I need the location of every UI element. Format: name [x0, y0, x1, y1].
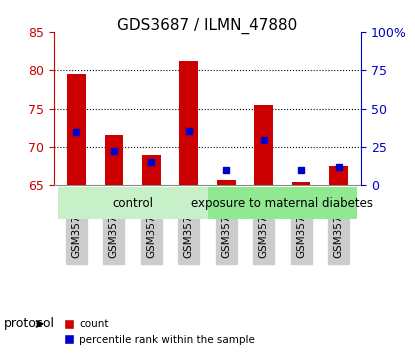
Bar [105, 136, 123, 185]
Bar [142, 155, 161, 185]
Bar [179, 61, 198, 185]
Text: exposure to maternal diabetes: exposure to maternal diabetes [191, 197, 374, 210]
Bar [217, 180, 236, 185]
Bar [67, 74, 86, 185]
Bar [292, 182, 310, 185]
Bar [329, 166, 348, 185]
FancyBboxPatch shape [58, 187, 208, 219]
Text: protocol: protocol [4, 318, 55, 330]
Text: GDS3687 / ILMN_47880: GDS3687 / ILMN_47880 [117, 18, 298, 34]
Text: control: control [112, 197, 153, 210]
Bar [254, 105, 273, 185]
Legend: count, percentile rank within the sample: count, percentile rank within the sample [59, 315, 259, 349]
FancyBboxPatch shape [208, 187, 357, 219]
